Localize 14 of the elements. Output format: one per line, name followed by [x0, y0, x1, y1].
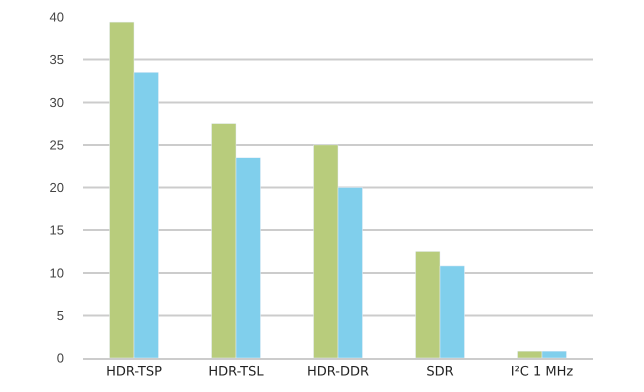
y-tick-label: 0 — [56, 350, 64, 366]
y-tick-label: 30 — [50, 94, 64, 110]
y-tick-label: 10 — [50, 265, 64, 280]
y-tick-label: 25 — [50, 137, 64, 152]
y-tick-label: 15 — [50, 222, 64, 238]
x-tick-label: HDR-TSP — [106, 364, 162, 380]
y-tick-label: 35 — [50, 52, 64, 68]
y-tick-label: 40 — [50, 10, 64, 25]
x-tick-label: SDR — [426, 364, 454, 380]
x-tick-label: HDR-TSL — [208, 364, 264, 380]
x-tick-label: I²C 1 MHz — [510, 364, 574, 380]
x-tick-label: HDR-DDR — [306, 364, 370, 380]
y-tick-label: 20 — [50, 180, 64, 196]
y-tick-label: 5 — [56, 308, 64, 323]
